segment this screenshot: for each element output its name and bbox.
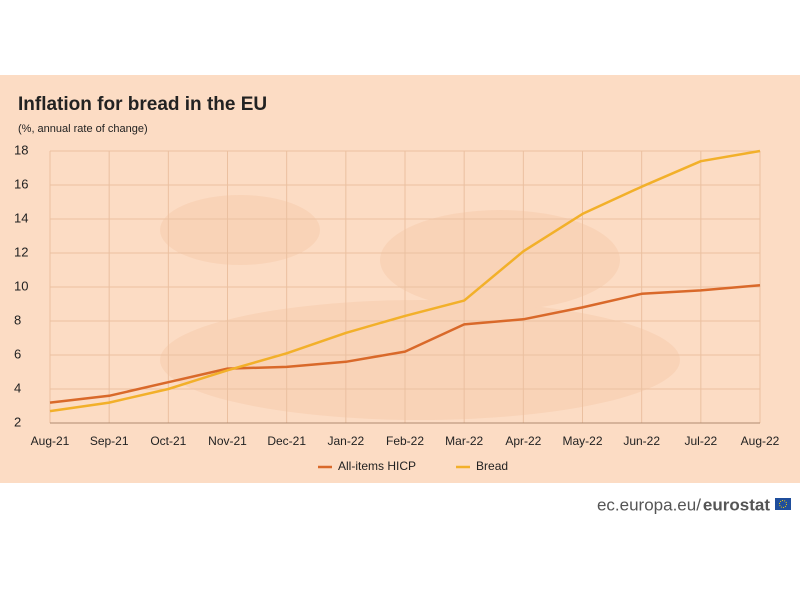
y-tick-label: 16 xyxy=(14,176,28,191)
source-brand: eurostat xyxy=(703,495,770,514)
chart-title: Inflation for bread in the EU xyxy=(18,94,267,115)
x-tick-label: Aug-22 xyxy=(741,434,780,448)
x-tick-label: Aug-21 xyxy=(31,434,70,448)
legend-label: Bread xyxy=(476,459,508,473)
chart-panel xyxy=(0,75,800,483)
x-tick-label: Mar-22 xyxy=(445,434,483,448)
eu-flag xyxy=(775,498,791,510)
line-series xyxy=(49,149,761,413)
y-tick-label: 4 xyxy=(14,380,21,395)
line-series xyxy=(49,284,761,404)
x-tick-label: May-22 xyxy=(562,434,602,448)
y-tick-label: 10 xyxy=(14,278,28,293)
source-domain: ec.europa.eu/ xyxy=(597,495,701,514)
x-tick-label: Sep-21 xyxy=(90,434,129,448)
background-illustration xyxy=(160,195,680,420)
y-tick-label: 12 xyxy=(14,244,28,259)
x-tick-label: Dec-21 xyxy=(267,434,306,448)
y-tick-label: 18 xyxy=(14,142,28,157)
x-tick-label: Jan-22 xyxy=(327,434,364,448)
legend-label: All-items HICP xyxy=(338,459,416,473)
y-tick-label: 6 xyxy=(14,346,21,361)
x-tick-label: Feb-22 xyxy=(386,434,424,448)
x-tick-label: Jul-22 xyxy=(684,434,717,448)
legend: All-items HICP Bread xyxy=(318,459,508,473)
y-tick-label: 8 xyxy=(14,312,21,327)
x-tick-label: Jun-22 xyxy=(623,434,660,448)
x-tick-label: Nov-21 xyxy=(208,434,247,448)
chart-subtitle: (%, annual rate of change) xyxy=(18,123,148,135)
x-tick-label: Apr-22 xyxy=(505,434,541,448)
y-tick-label: 14 xyxy=(14,210,28,225)
y-tick-label: 2 xyxy=(14,414,21,429)
x-tick-label: Oct-21 xyxy=(150,434,186,448)
